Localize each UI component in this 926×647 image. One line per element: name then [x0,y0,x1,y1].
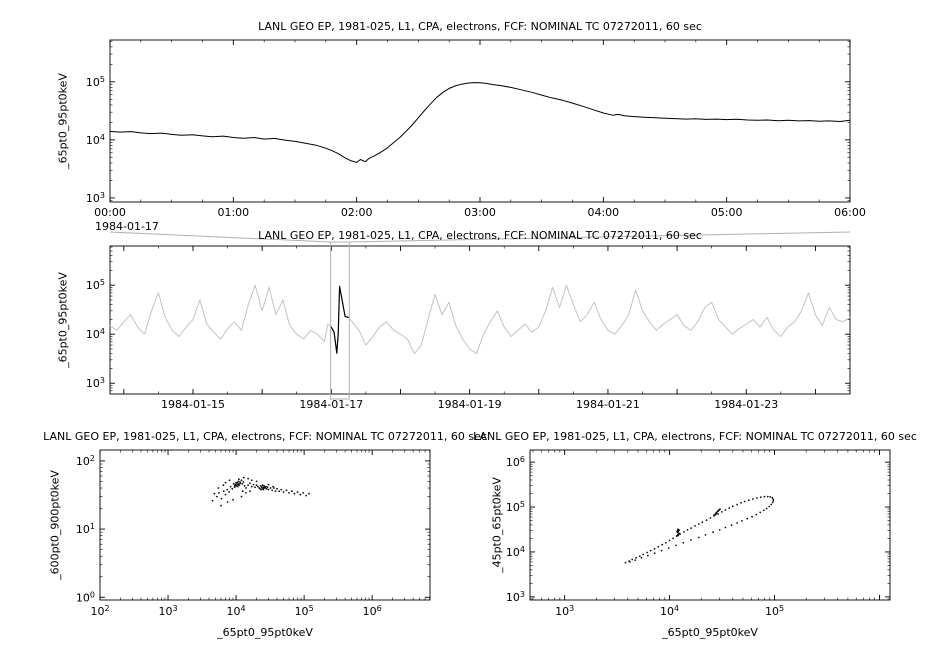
context-plot-area[interactable]: 103 104 105 1984-01-15 1984-01-17 1984-01-19 1… [86,241,851,411]
svg-text:1984-01-21: 1984-01-21 [576,398,640,411]
panel3-xlabel: _65pt0_95pt0keV [217,626,313,639]
panel1-title: LANL GEO EP, 1981-025, L1, CPA, electron… [258,20,702,33]
svg-text:103: 103 [506,590,525,604]
context-connector-left [109,231,331,243]
svg-text:105: 105 [86,278,105,292]
panel4-title: LANL GEO EP, 1981-025, L1, CPA, electron… [473,430,917,443]
svg-text:105: 105 [506,500,525,514]
svg-text:104: 104 [227,604,246,618]
svg-text:05:00: 05:00 [711,206,743,219]
scatter_600_900-plot-area[interactable]: 100 101 102 102 103 104 105 106 [76,449,431,618]
panel4-xlabel: _65pt0_95pt0keV [662,626,758,639]
svg-text:103: 103 [86,191,105,205]
svg-text:104: 104 [86,133,105,147]
svg-text:103: 103 [158,604,177,618]
panel1-ylabel: _65pt0_95pt0keV [56,73,70,169]
svg-text:03:00: 03:00 [464,206,496,219]
panel4-ylabel: _45pt0_65pt0keV [490,477,504,573]
scatter_45_65-plot-area[interactable]: 103 104 105 106 103 104 105 [506,449,891,618]
svg-text:103: 103 [86,376,105,390]
svg-text:1984-01-23: 1984-01-23 [714,398,778,411]
svg-text:102: 102 [90,604,109,618]
svg-text:104: 104 [506,545,525,559]
svg-text:104: 104 [660,604,679,618]
svg-text:105: 105 [765,604,784,618]
svg-text:1984-01-17: 1984-01-17 [299,398,363,411]
panel1-x-date-label: 1984-01-17 [95,220,159,233]
panel3-ylabel: _600pt0_900pt0keV [48,470,62,580]
svg-text:06:00: 06:00 [834,206,866,219]
svg-text:00:00: 00:00 [94,206,126,219]
svg-text:106: 106 [363,604,382,618]
svg-text:100: 100 [76,590,95,604]
context-zoom-box[interactable] [330,241,350,400]
svg-text:01:00: 01:00 [217,206,249,219]
panel2-title: LANL GEO EP, 1981-025, L1, CPA, electron… [258,229,702,242]
svg-text:105: 105 [295,604,314,618]
zoom-plot-area[interactable]: 103 104 105 00:00 01:00 02:00 03:00 04:00 05:00 0… [86,39,866,219]
panel3-title: LANL GEO EP, 1981-025, L1, CPA, electron… [43,430,487,443]
svg-text:106: 106 [506,455,525,469]
svg-text:1984-01-19: 1984-01-19 [438,398,502,411]
svg-text:103: 103 [555,604,574,618]
svg-text:02:00: 02:00 [341,206,373,219]
svg-text:104: 104 [86,327,105,341]
context-connector-right [349,231,851,243]
svg-text:101: 101 [76,522,95,536]
svg-text:04:00: 04:00 [587,206,619,219]
svg-text:105: 105 [86,75,105,89]
panel2-ylabel: _65pt0_95pt0keV [56,272,70,368]
svg-text:102: 102 [76,454,95,468]
svg-text:1984-01-15: 1984-01-15 [161,398,225,411]
